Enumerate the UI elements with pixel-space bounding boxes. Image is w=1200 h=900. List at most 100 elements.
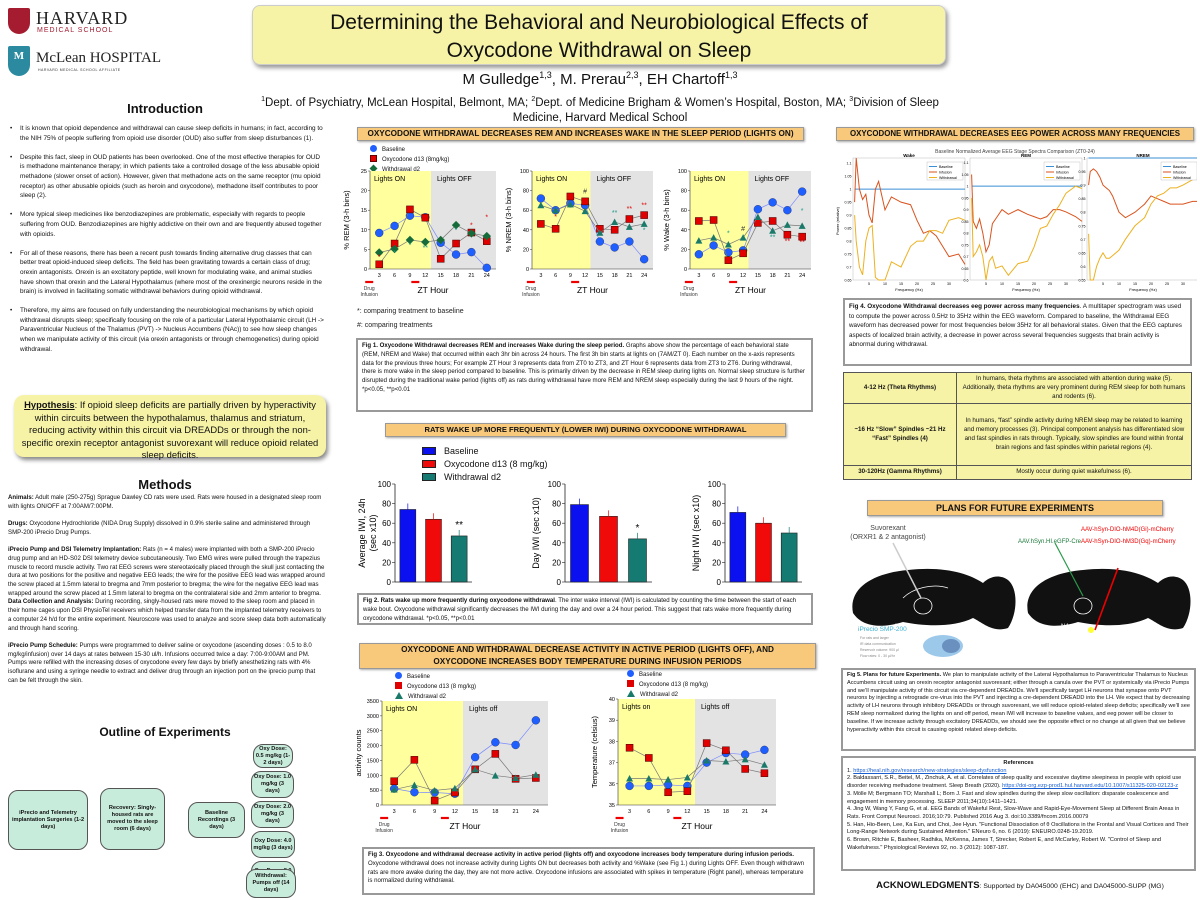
methods-label: iPrecio Pump Schedule: — [8, 641, 78, 649]
reference-link[interactable]: https://heal.nih.gov/research/new-strate… — [853, 767, 1007, 774]
methods-item: Drugs: Oxycodone Hydrochloride (NIDA Dru… — [8, 520, 326, 537]
region-label: Lights ON — [374, 176, 405, 183]
x-tick-label: 10 — [883, 282, 887, 286]
x-tick-label: 12 — [582, 273, 588, 279]
region-label: Lights off — [701, 704, 729, 711]
description-cell: In humans, “fast” spindle activity durin… — [956, 403, 1192, 467]
brain-left — [852, 542, 1016, 630]
outline-dose: Oxy Dose: 1.0 mg/kg (3 days) — [251, 771, 294, 798]
fig2-header: RATS WAKE UP MORE FREQUENTLY (LOWER IWI)… — [385, 423, 786, 437]
panel-title: NREM — [1136, 153, 1150, 158]
legend-label: Baseline — [444, 446, 479, 456]
data-point — [467, 229, 476, 238]
legend-label: Baseline — [1056, 165, 1070, 169]
fig1-note: #: comparing treatments — [357, 322, 433, 329]
methods-item: iPrecio Pump and DSI Telemetry Implantat… — [8, 546, 326, 598]
legend-item: Withdrawal d2 — [395, 692, 476, 702]
y-tick-label: 0.65 — [845, 279, 852, 283]
circle-marker-icon — [627, 670, 634, 677]
x-tick-label: 15 — [1016, 282, 1020, 286]
introduction-list: It is known that opioid dependence and w… — [8, 124, 326, 364]
y-tick-label: 0.65 — [962, 267, 969, 271]
infusion-label-word: Infusion — [680, 292, 698, 298]
data-point — [610, 243, 619, 252]
y-tick-label: 0.55 — [1079, 279, 1086, 283]
infusion-label-word: Drug — [525, 286, 536, 292]
legend-label: Infusion — [1173, 171, 1186, 175]
y-tick-label: 40 — [681, 228, 687, 234]
bar-baseline — [399, 509, 417, 583]
bar-withdrawal — [450, 535, 468, 583]
methods-item: Data Collection and Analysis: During rec… — [8, 598, 326, 633]
fig5-caption: Fig 5. Plans for future Experiments. We … — [841, 668, 1196, 751]
infusion-label: Drug Infusion — [360, 286, 378, 298]
series-withdrawal — [1088, 177, 1197, 281]
outline-step: Recovery: Singly-housed rats are moved t… — [100, 788, 165, 850]
x-axis-label: ZT Hour — [417, 285, 448, 295]
y-axis-label: % Wake (3-h bins) — [662, 189, 671, 251]
caption-text: Oxycodone withdrawal does not increase a… — [368, 859, 805, 885]
x-tick-label: 5 — [868, 282, 870, 286]
references-title: References — [1003, 760, 1034, 766]
data-point — [451, 220, 461, 230]
data-point — [512, 774, 520, 781]
data-point — [625, 223, 633, 230]
series-infusion — [1088, 168, 1197, 219]
significance-marker: ** — [612, 210, 618, 217]
hypothesis-box: Hypothesis: If opioid sleep deficits are… — [14, 395, 326, 461]
region-label: Lights OFF — [597, 176, 632, 183]
x-tick-label: 25 — [931, 282, 935, 286]
square-marker-icon — [627, 680, 634, 687]
x-tick-label: 3 — [378, 273, 381, 279]
y-tick-label: 0 — [717, 578, 722, 587]
description-cell: Mostly occur during quiet wakefulness (6… — [956, 465, 1192, 481]
y-tick-label: 80 — [523, 189, 529, 195]
data-point — [537, 201, 545, 209]
author-affiliation: 1,3 — [539, 70, 552, 80]
x-tick-label: 12 — [422, 273, 428, 279]
series-baseline — [694, 187, 807, 259]
legend-item: Oxycodone d13 (8 mg/kg) — [395, 682, 476, 692]
reference-link[interactable]: https://doi-org.ezp-prod1.hul.harvard.ed… — [1002, 783, 1179, 790]
plans-header: PLANS FOR FUTURE EXPERIMENTS — [867, 500, 1163, 516]
fig2-legend: Baseline Oxycodone d13 (8 mg/kg) Withdra… — [422, 445, 548, 484]
reference-item: 4. Jing W, Wang Y, Fang G, et al. EEG Ba… — [847, 806, 1180, 820]
data-point — [739, 234, 747, 241]
significance-marker: * — [554, 214, 557, 221]
data-point — [640, 220, 648, 227]
infusion-label: Drug Infusion — [522, 286, 540, 298]
intro-bullet: More typical sleep medicines like benzod… — [8, 210, 326, 239]
brain-right — [1027, 542, 1191, 633]
data-point — [491, 738, 500, 747]
header-line: OXYCODONE AND WITHDRAWAL DECREASE ACTIVI… — [401, 645, 774, 654]
intro-bullet: For all of these reasons, there has been… — [8, 249, 326, 297]
data-point — [783, 230, 792, 239]
hypothesis-text: : If opioid sleep deficits are partially… — [21, 399, 319, 461]
legend-label: Withdrawal d2 — [408, 694, 447, 700]
y-tick-label: 3000 — [367, 714, 379, 720]
x-tick-label: 15 — [597, 273, 603, 279]
data-point — [491, 750, 500, 758]
data-point — [798, 222, 806, 229]
data-point — [421, 213, 430, 222]
data-point — [536, 194, 546, 203]
y-tick-label: 0 — [387, 578, 392, 587]
methods-text: Animals: Adult male (250-275g) Sprague D… — [8, 494, 326, 694]
series-withdrawal — [390, 765, 540, 794]
y-tick-label: 1.05 — [962, 173, 969, 177]
data-point — [739, 249, 747, 258]
frequency-band-table: 4-12 Hz (Theta Rhythms) In humans, theta … — [843, 371, 1192, 481]
significance-marker: ** — [455, 520, 463, 531]
significance-marker: ** — [770, 235, 776, 242]
y-axis-label: Average IWI, 24h — [357, 498, 367, 567]
panel-title: REM — [1021, 153, 1031, 158]
x-tick-label: 20 — [915, 282, 919, 286]
y-tick-label: 2000 — [367, 744, 379, 750]
series-line — [629, 759, 765, 780]
legend-item: Baseline — [395, 672, 476, 682]
region-label: Lights ON — [386, 706, 417, 713]
series-withdrawal — [626, 755, 768, 783]
x-tick-label: 21 — [513, 809, 519, 815]
data-point — [724, 256, 733, 264]
brain-diagrams: Suvorexant (ORXR1 & 2 antagonist) NAc LH… — [850, 525, 1191, 658]
